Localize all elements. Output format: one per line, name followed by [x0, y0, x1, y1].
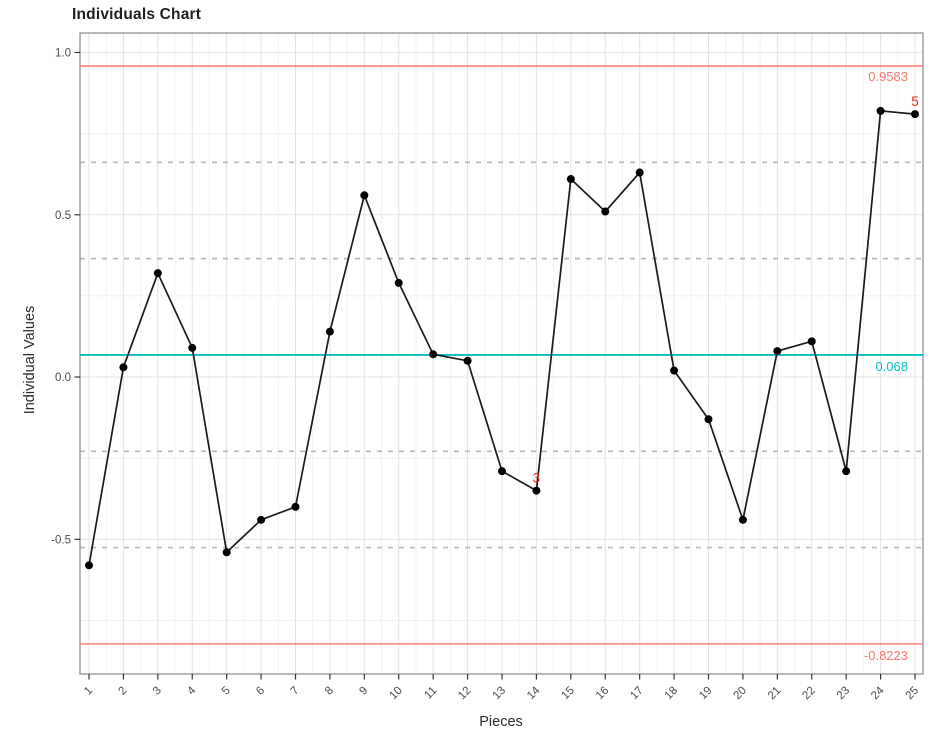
data-point: [188, 343, 197, 352]
x-tick-label: 1: [82, 685, 95, 698]
data-point: [911, 110, 919, 119]
data-point: [601, 207, 610, 216]
data-point: [773, 347, 782, 356]
data-point: [738, 515, 747, 524]
lcl-label: -0.8223: [864, 648, 908, 663]
data-point: [635, 168, 644, 177]
x-tick-label: 7: [289, 685, 302, 698]
x-tick-label: 18: [663, 685, 681, 703]
x-axis-label: Pieces: [479, 714, 523, 730]
x-tick-label: 3: [151, 685, 164, 698]
data-point: [85, 561, 93, 570]
data-point: [566, 175, 575, 184]
data-point: [670, 366, 679, 375]
x-tick-label: 5: [220, 685, 233, 698]
y-tick-label: 1.0: [55, 47, 71, 59]
x-tick-label: 17: [628, 685, 646, 703]
data-point: [153, 269, 162, 278]
x-tick-label: 15: [559, 685, 577, 703]
x-tick-label: 4: [185, 684, 198, 697]
data-point: [463, 356, 472, 365]
cl-label: 0.068: [875, 359, 908, 374]
violation-label: 3: [533, 471, 541, 486]
x-tick-label: 22: [800, 685, 818, 703]
data-point: [257, 515, 266, 524]
x-tick-label: 16: [594, 685, 612, 703]
y-tick-label: 0.0: [55, 372, 71, 384]
x-tick-label: 21: [766, 685, 784, 703]
x-tick-label: 9: [357, 685, 370, 698]
x-tick-label: 6: [254, 685, 267, 698]
data-point: [291, 502, 300, 511]
data-point: [498, 467, 506, 476]
x-tick-label: 19: [697, 685, 715, 703]
y-tick-label: 0.5: [55, 210, 71, 222]
data-point: [876, 106, 885, 115]
x-tick-label: 10: [387, 685, 405, 703]
x-tick-label: 23: [835, 685, 853, 703]
data-point: [842, 467, 851, 476]
x-tick-label: 2: [117, 685, 130, 698]
data-point: [119, 363, 128, 372]
data-point: [222, 548, 231, 557]
x-tick-label: 20: [732, 685, 750, 703]
data-point: [704, 415, 713, 424]
data-point: [532, 486, 541, 495]
x-tick-label: 11: [422, 685, 439, 702]
x-tick-label: 25: [904, 685, 922, 703]
data-point: [429, 350, 438, 359]
chart-title: Individuals Chart: [72, 6, 202, 23]
data-point: [325, 327, 334, 336]
data-point: [394, 278, 403, 287]
data-point: [360, 191, 369, 200]
x-tick-label: 13: [491, 685, 509, 703]
x-tick-label: 8: [323, 685, 336, 698]
data-point: [807, 337, 816, 346]
x-tick-label: 24: [869, 684, 887, 702]
y-tick-label: -0.5: [51, 534, 71, 546]
ucl-label: 0.9583: [868, 69, 908, 84]
x-tick-label: 12: [456, 685, 474, 703]
x-tick-label: 14: [525, 684, 543, 702]
violation-label: 5: [911, 94, 919, 109]
